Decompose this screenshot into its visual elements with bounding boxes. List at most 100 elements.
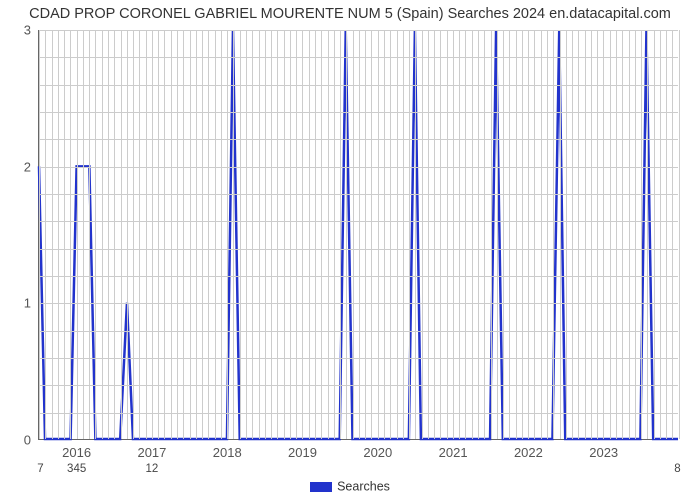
chart-container: CDAD PROP CORONEL GABRIEL MOURENTE NUM 5… — [0, 0, 700, 500]
y-tick-label: 2 — [24, 159, 31, 174]
gridline-vertical — [190, 30, 191, 439]
gridline-vertical — [672, 30, 673, 439]
gridline-vertical — [58, 30, 59, 439]
gridline-vertical — [89, 30, 90, 439]
gridline-vertical — [465, 30, 466, 439]
gridline-vertical — [585, 30, 586, 439]
gridline-vertical — [635, 30, 636, 439]
gridline-vertical — [647, 30, 648, 439]
x-tick-label: 2018 — [213, 445, 242, 460]
gridline-vertical — [654, 30, 655, 439]
gridline-vertical — [83, 30, 84, 439]
x-tick-label: 2023 — [589, 445, 618, 460]
gridline-vertical — [152, 30, 153, 439]
x-tick-label: 2021 — [439, 445, 468, 460]
gridline-vertical — [177, 30, 178, 439]
gridline-vertical — [171, 30, 172, 439]
gridline-vertical — [70, 30, 71, 439]
y-tick-label: 0 — [24, 433, 31, 448]
x-tick-label: 2020 — [363, 445, 392, 460]
gridline-vertical — [516, 30, 517, 439]
gridline-vertical — [390, 30, 391, 439]
gridline-vertical — [491, 30, 492, 439]
gridline-vertical — [497, 30, 498, 439]
gridline-vertical — [459, 30, 460, 439]
gridline-vertical — [346, 30, 347, 439]
gridline-vertical — [428, 30, 429, 439]
gridline-vertical — [572, 30, 573, 439]
gridline-vertical — [371, 30, 372, 439]
gridline-vertical — [340, 30, 341, 439]
gridline-vertical — [422, 30, 423, 439]
gridline-vertical — [265, 30, 266, 439]
legend-label: Searches — [337, 480, 390, 494]
gridline-vertical — [472, 30, 473, 439]
gridline-vertical — [503, 30, 504, 439]
gridline-vertical — [660, 30, 661, 439]
gridline-vertical — [215, 30, 216, 439]
gridline-vertical — [233, 30, 234, 439]
x-tick-label: 2017 — [137, 445, 166, 460]
gridline-vertical — [415, 30, 416, 439]
gridline-vertical — [541, 30, 542, 439]
gridline-vertical — [447, 30, 448, 439]
gridline-vertical — [246, 30, 247, 439]
x-tick-label: 2019 — [288, 445, 317, 460]
gridline-vertical — [240, 30, 241, 439]
gridline-vertical — [528, 30, 529, 439]
gridline-vertical — [397, 30, 398, 439]
gridline-vertical — [666, 30, 667, 439]
x-total-label: 8 — [674, 463, 680, 475]
gridline-vertical — [221, 30, 222, 439]
gridline-vertical — [133, 30, 134, 439]
gridline-vertical — [509, 30, 510, 439]
gridline-vertical — [547, 30, 548, 439]
gridline-vertical — [328, 30, 329, 439]
x-total-label: 12 — [146, 463, 159, 475]
gridline-vertical — [384, 30, 385, 439]
gridline-vertical — [196, 30, 197, 439]
gridline-vertical — [591, 30, 592, 439]
gridline-vertical — [290, 30, 291, 439]
y-tick-label: 1 — [24, 296, 31, 311]
legend-swatch — [310, 482, 332, 492]
gridline-vertical — [202, 30, 203, 439]
gridline-vertical — [158, 30, 159, 439]
gridline-vertical — [108, 30, 109, 439]
chart-title: CDAD PROP CORONEL GABRIEL MOURENTE NUM 5… — [0, 6, 700, 22]
gridline-vertical — [64, 30, 65, 439]
gridline-vertical — [227, 30, 228, 439]
gridline-vertical — [77, 30, 78, 439]
gridline-vertical — [139, 30, 140, 439]
gridline-vertical — [616, 30, 617, 439]
gridline-vertical — [39, 30, 40, 439]
x-tick-label: 2022 — [514, 445, 543, 460]
gridline-vertical — [52, 30, 53, 439]
gridline-vertical — [114, 30, 115, 439]
gridline-vertical — [622, 30, 623, 439]
gridline-vertical — [146, 30, 147, 439]
y-tick-label: 3 — [24, 23, 31, 38]
gridline-vertical — [409, 30, 410, 439]
x-total-label: 7 — [37, 463, 43, 475]
x-total-label: 345 — [67, 463, 86, 475]
x-tick-label: 2016 — [62, 445, 91, 460]
gridline-vertical — [271, 30, 272, 439]
plot-area: 0123201620172018201920202021202220237345… — [38, 30, 678, 440]
gridline-vertical — [603, 30, 604, 439]
gridline-vertical — [403, 30, 404, 439]
gridline-vertical — [478, 30, 479, 439]
gridline-vertical — [45, 30, 46, 439]
gridline-vertical — [259, 30, 260, 439]
gridline-vertical — [183, 30, 184, 439]
gridline-vertical — [453, 30, 454, 439]
gridline-vertical — [309, 30, 310, 439]
gridline-vertical — [378, 30, 379, 439]
gridline-vertical — [353, 30, 354, 439]
gridline-vertical — [440, 30, 441, 439]
gridline-vertical — [252, 30, 253, 439]
gridline-vertical — [629, 30, 630, 439]
gridline-vertical — [641, 30, 642, 439]
gridline-vertical — [315, 30, 316, 439]
gridline-vertical — [321, 30, 322, 439]
